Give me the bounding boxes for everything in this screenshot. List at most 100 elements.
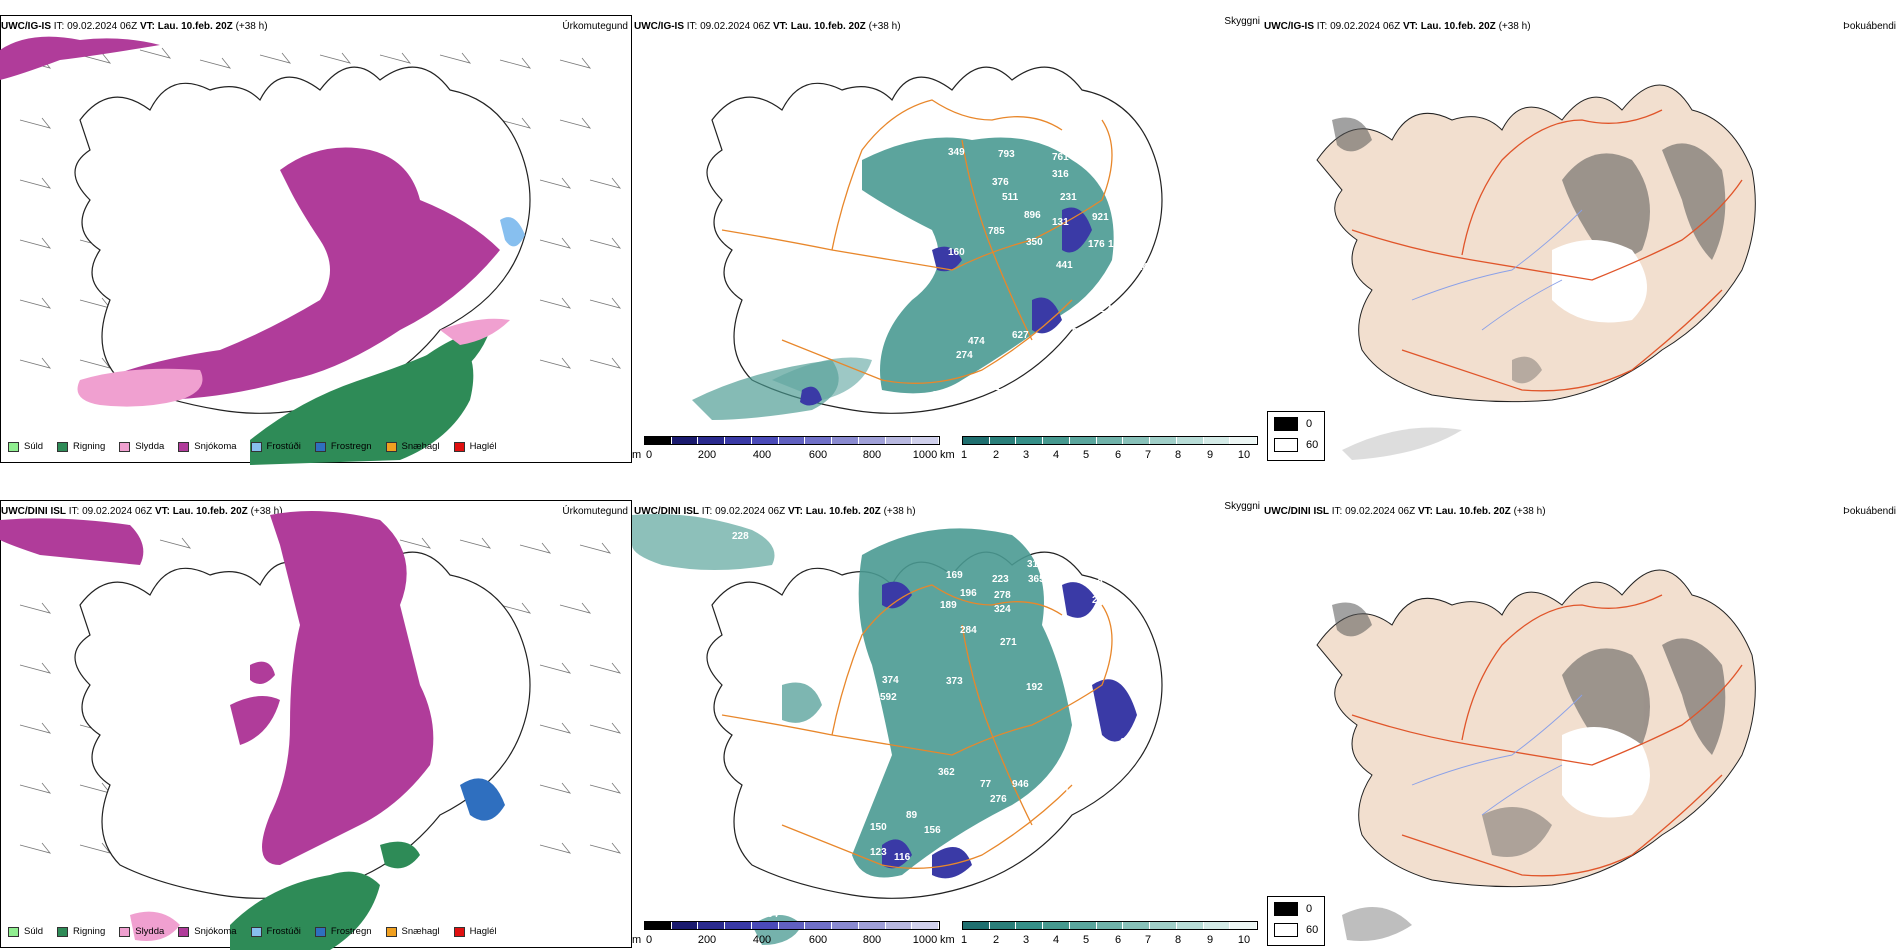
sleet-area	[77, 318, 510, 407]
svg-text:592: 592	[880, 692, 897, 703]
svg-text:511: 511	[1002, 192, 1019, 203]
visibility-map: 349 793 761 376 511 316 231 896 131 921 …	[692, 66, 1163, 420]
legend-item: Haglél	[453, 926, 497, 937]
panel-title: Skyggni	[1224, 16, 1260, 27]
visibility-tick: 7	[1144, 449, 1152, 461]
fog-roads	[1351, 594, 1743, 877]
visibility-tick: 1	[960, 449, 968, 461]
visibility-tick: 10	[1237, 934, 1251, 946]
fog-legend: 0 60	[1267, 896, 1325, 946]
fog-free-area	[1552, 240, 1647, 323]
fog-offshore	[1342, 427, 1462, 460]
fog-map	[1316, 84, 1756, 460]
svg-text:761: 761	[1052, 152, 1069, 163]
svg-text:156: 156	[924, 825, 941, 836]
panel-title: Þokuábendi	[1843, 21, 1896, 32]
precip-legend: Súld Rigning Slydda Snjókoma Frostúði Fr…	[8, 926, 497, 937]
legend-item: Haglél	[453, 441, 497, 452]
freezing-drizzle-area	[500, 217, 525, 247]
snow-area	[0, 511, 434, 865]
ceiling-tick: 800	[862, 449, 882, 461]
fog-legend-row: 60	[1274, 438, 1318, 452]
rivers	[1411, 694, 1583, 816]
svg-text:821: 821	[984, 382, 1001, 393]
fog-roads	[1351, 109, 1743, 392]
fog-shading	[1332, 602, 1726, 941]
panel-title: Skyggni	[1224, 501, 1260, 512]
visibility-tick: 10	[1237, 449, 1251, 461]
svg-text:316: 316	[1052, 169, 1069, 180]
fog-legend-row: 0	[1274, 902, 1312, 916]
svg-text:103: 103	[1108, 239, 1125, 250]
panel-header: UWC/DINI ISL IT: 09.02.2024 06Z VT: Lau.…	[1, 506, 283, 517]
visibility-tick: 3	[1022, 449, 1030, 461]
legend-item: Frostúði	[250, 926, 301, 937]
svg-text:77: 77	[980, 779, 992, 790]
legend-item: Frostregn	[314, 441, 372, 452]
svg-text:270: 270	[1100, 304, 1117, 315]
svg-text:108: 108	[1118, 264, 1135, 275]
svg-text:10: 10	[1052, 632, 1064, 643]
svg-text:441: 441	[1056, 260, 1073, 271]
visibility-tick: 4	[1052, 449, 1060, 461]
svg-text:10: 10	[777, 534, 789, 545]
ceiling-tick: 800	[862, 934, 882, 946]
low-visibility-area	[692, 137, 1114, 420]
svg-text:324: 324	[994, 604, 1011, 615]
ceiling-tick: 200	[697, 934, 717, 946]
fog-panel-top: UWC/IG-IS IT: 09.02.2024 06Z VT: Lau. 10…	[1262, 0, 1900, 465]
svg-text:231: 231	[1060, 192, 1077, 203]
svg-text:216: 216	[1092, 595, 1109, 606]
ceiling-tick: 0	[645, 449, 653, 461]
legend-item: Rigning	[57, 441, 105, 452]
fog-map	[1316, 569, 1756, 941]
ceiling-tick: 1000	[912, 934, 938, 946]
legend-item: Snæhagl	[385, 441, 440, 452]
visibility-colorbar: km 1 2 3 4 5 6 7 8 9 10	[940, 436, 1260, 464]
visibility-tick: 5	[1082, 934, 1090, 946]
sleet-area	[130, 911, 180, 941]
low-visibility-area	[632, 514, 1072, 945]
svg-text:349: 349	[948, 147, 965, 158]
ceiling-tick: 1000	[912, 449, 938, 461]
svg-text:271: 271	[1000, 637, 1017, 648]
ceiling-colorbar: m 0 200 400 600 800 1000	[632, 436, 942, 464]
precip-legend: Súld Rigning Slydda Snjókoma Frostúði Fr…	[8, 441, 497, 452]
legend-item: Rigning	[57, 926, 105, 937]
svg-text:350: 350	[1026, 237, 1043, 248]
svg-text:169: 169	[946, 570, 963, 581]
svg-text:189: 189	[940, 600, 957, 611]
svg-text:116: 116	[894, 852, 911, 863]
ceiling-unit: m	[632, 449, 642, 461]
svg-text:326: 326	[932, 390, 949, 401]
svg-text:192: 192	[1026, 682, 1043, 693]
svg-text:196: 196	[960, 588, 977, 599]
visibility-colorbar-bar	[962, 436, 1258, 445]
legend-item: Frostregn	[314, 926, 372, 937]
svg-text:785: 785	[988, 226, 1005, 237]
visibility-tick: 9	[1206, 449, 1214, 461]
svg-text:318: 318	[1027, 559, 1044, 570]
svg-text:793: 793	[998, 149, 1015, 160]
visibility-tick: 5	[1082, 449, 1090, 461]
visibility-tick: 8	[1174, 449, 1182, 461]
svg-text:521: 521	[842, 707, 859, 718]
fog-shading	[1332, 117, 1726, 384]
visibility-tick: 7	[1144, 934, 1152, 946]
roads	[721, 584, 1113, 869]
visibility-unit: km	[940, 449, 955, 461]
rivers	[1411, 209, 1583, 331]
fog-panel-bottom: UWC/DINI ISL IT: 09.02.2024 06Z VT: Lau.…	[1262, 485, 1900, 950]
legend-item: Slydda	[119, 926, 164, 937]
visibility-panel-top: UWC/IG-IS IT: 09.02.2024 06Z VT: Lau. 10…	[632, 0, 1262, 465]
svg-text:131: 131	[1052, 217, 1069, 228]
panel-header: UWC/IG-IS IT: 09.02.2024 06Z VT: Lau. 10…	[634, 21, 901, 32]
legend-item: Súld	[8, 441, 43, 452]
coastline	[74, 66, 531, 414]
ceiling-unit: m	[632, 934, 642, 946]
visibility-tick: 8	[1174, 934, 1182, 946]
roads	[721, 99, 1113, 384]
svg-text:274: 274	[956, 350, 973, 361]
svg-text:921: 921	[1092, 212, 1109, 223]
visibility-unit: km	[940, 934, 955, 946]
